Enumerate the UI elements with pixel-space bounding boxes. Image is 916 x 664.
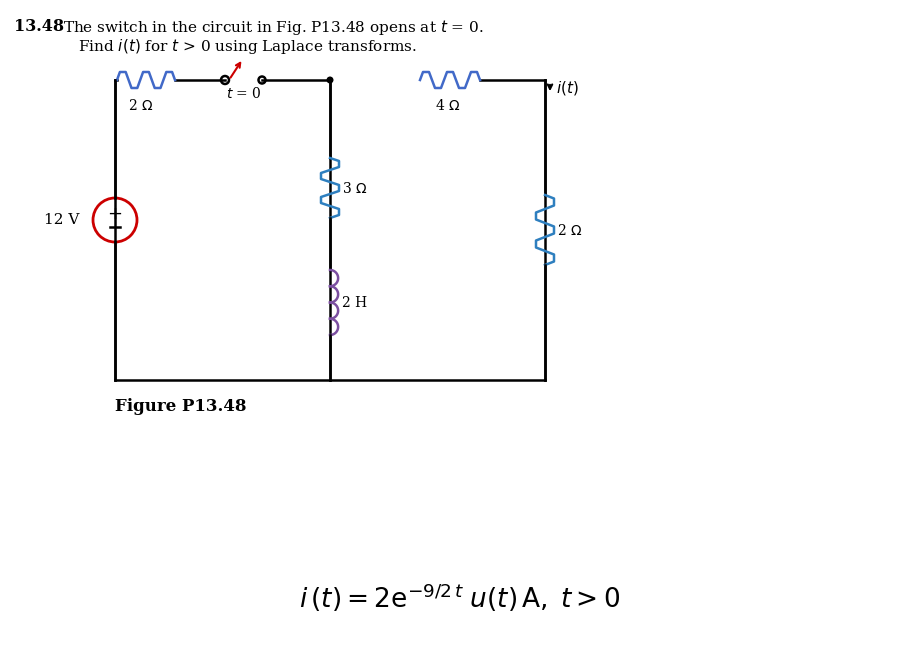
Text: 4 $\Omega$: 4 $\Omega$ — [435, 98, 461, 113]
Text: 13.48: 13.48 — [14, 18, 64, 35]
Text: 12 V: 12 V — [44, 213, 79, 227]
Text: 2 $\Omega$: 2 $\Omega$ — [557, 222, 583, 238]
Text: $i(t)$: $i(t)$ — [556, 79, 579, 97]
Text: 2 H: 2 H — [342, 295, 367, 309]
Text: $t$ = 0: $t$ = 0 — [225, 86, 261, 101]
Text: Figure P13.48: Figure P13.48 — [115, 398, 246, 415]
Circle shape — [326, 76, 333, 84]
Text: +: + — [107, 205, 123, 223]
Text: $i\,(t) = 2\mathrm{e}^{-9/2\,t}\;u(t)\,\mathrm{A},\;t > 0$: $i\,(t) = 2\mathrm{e}^{-9/2\,t}\;u(t)\,\… — [300, 582, 620, 614]
Text: 2 $\Omega$: 2 $\Omega$ — [128, 98, 154, 113]
Text: Find $i(t)$ for $t$ > 0 using Laplace transforms.: Find $i(t)$ for $t$ > 0 using Laplace tr… — [78, 37, 417, 56]
Text: The switch in the circuit in Fig. P13.48 opens at $t$ = 0.: The switch in the circuit in Fig. P13.48… — [63, 18, 484, 37]
Text: 3 $\Omega$: 3 $\Omega$ — [342, 181, 367, 195]
